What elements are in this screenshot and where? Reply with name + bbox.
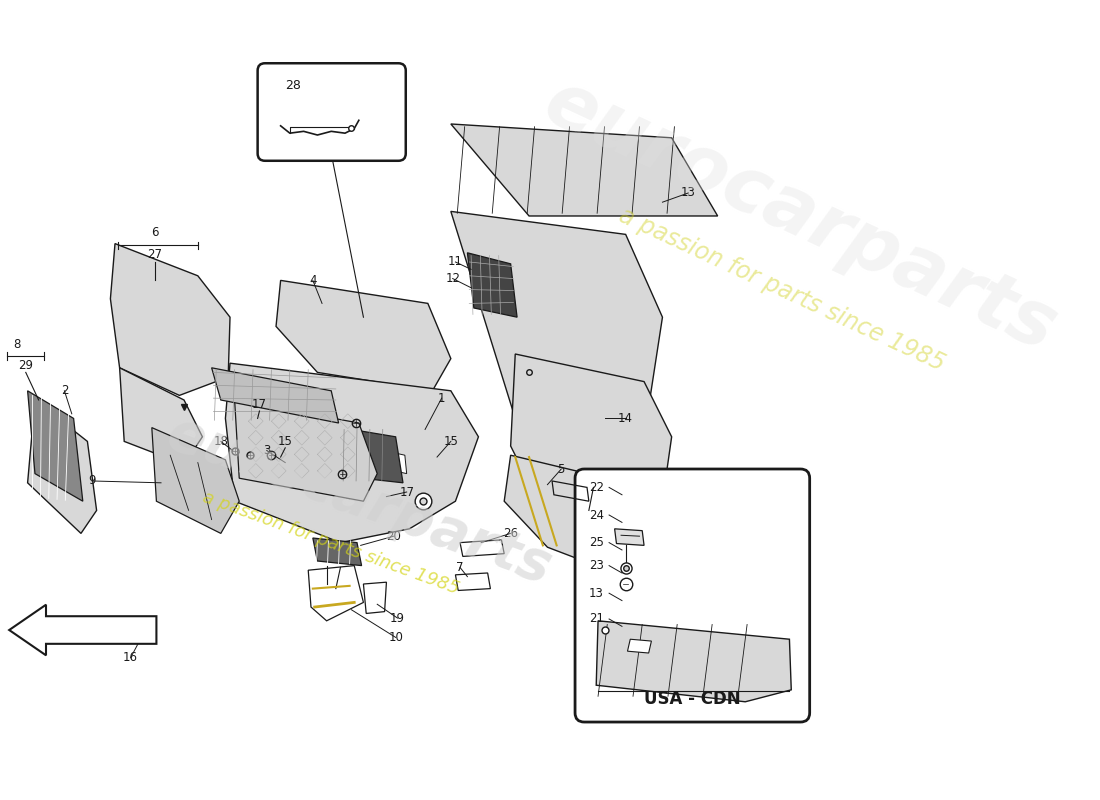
Polygon shape bbox=[451, 124, 717, 216]
Polygon shape bbox=[110, 243, 230, 395]
Text: eurocarparts: eurocarparts bbox=[532, 65, 1068, 367]
Polygon shape bbox=[468, 253, 517, 317]
Polygon shape bbox=[226, 363, 478, 542]
Polygon shape bbox=[615, 529, 645, 546]
Text: 28: 28 bbox=[285, 79, 300, 92]
Polygon shape bbox=[340, 428, 403, 483]
Polygon shape bbox=[120, 368, 202, 465]
Text: 17: 17 bbox=[252, 398, 267, 411]
Text: USA - CDN: USA - CDN bbox=[644, 690, 740, 708]
Polygon shape bbox=[363, 446, 407, 474]
Polygon shape bbox=[510, 354, 672, 510]
Text: 19: 19 bbox=[390, 611, 405, 625]
Text: 2: 2 bbox=[60, 384, 68, 398]
Text: 12: 12 bbox=[446, 272, 460, 285]
Polygon shape bbox=[28, 390, 82, 502]
Polygon shape bbox=[276, 428, 334, 455]
Text: 23: 23 bbox=[588, 559, 604, 572]
Text: 18: 18 bbox=[213, 435, 229, 448]
Text: 15: 15 bbox=[278, 435, 293, 448]
Text: 26: 26 bbox=[503, 527, 518, 540]
Polygon shape bbox=[596, 621, 791, 702]
Text: 9: 9 bbox=[88, 474, 96, 487]
FancyArrow shape bbox=[9, 605, 156, 655]
Text: 17: 17 bbox=[399, 486, 415, 498]
Text: 10: 10 bbox=[388, 631, 403, 644]
Polygon shape bbox=[627, 639, 651, 653]
Text: eurocarparts: eurocarparts bbox=[160, 406, 558, 596]
Text: 14: 14 bbox=[618, 412, 634, 425]
Polygon shape bbox=[152, 428, 239, 534]
Polygon shape bbox=[451, 211, 662, 450]
Text: 4: 4 bbox=[309, 274, 317, 287]
Text: 15: 15 bbox=[443, 435, 459, 448]
Text: 25: 25 bbox=[588, 536, 604, 549]
Text: 5: 5 bbox=[558, 462, 565, 475]
Text: 24: 24 bbox=[588, 509, 604, 522]
FancyBboxPatch shape bbox=[575, 469, 810, 722]
Text: 3: 3 bbox=[263, 444, 271, 457]
FancyBboxPatch shape bbox=[257, 63, 406, 161]
Polygon shape bbox=[276, 280, 451, 390]
Text: 13: 13 bbox=[588, 586, 604, 600]
Text: 22: 22 bbox=[588, 481, 604, 494]
Text: 16: 16 bbox=[123, 651, 139, 664]
Text: 20: 20 bbox=[386, 530, 402, 542]
Text: 11: 11 bbox=[448, 255, 463, 269]
Text: 8: 8 bbox=[13, 338, 20, 351]
Text: 21: 21 bbox=[588, 613, 604, 626]
Text: 6: 6 bbox=[151, 226, 158, 239]
Polygon shape bbox=[312, 538, 362, 566]
Text: 29: 29 bbox=[19, 358, 33, 371]
Text: a passion for parts since 1985: a passion for parts since 1985 bbox=[615, 203, 949, 376]
Polygon shape bbox=[211, 368, 339, 423]
Text: a passion for parts since 1985: a passion for parts since 1985 bbox=[200, 488, 462, 598]
Polygon shape bbox=[234, 400, 377, 502]
Text: 27: 27 bbox=[147, 248, 162, 261]
Polygon shape bbox=[504, 455, 662, 584]
Text: 7: 7 bbox=[456, 561, 464, 574]
Polygon shape bbox=[28, 400, 97, 534]
Text: 13: 13 bbox=[681, 186, 695, 199]
Text: 1: 1 bbox=[438, 392, 446, 405]
